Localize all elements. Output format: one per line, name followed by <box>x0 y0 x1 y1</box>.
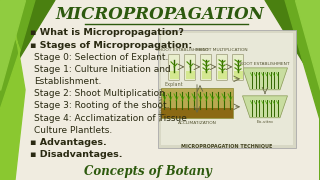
Text: TRANSPLANTING: TRANSPLANTING <box>160 88 164 122</box>
Text: Culture Plantlets.: Culture Plantlets. <box>34 126 112 135</box>
Text: Stage 2: Shoot Multiplication.: Stage 2: Shoot Multiplication. <box>34 89 168 98</box>
FancyBboxPatch shape <box>202 71 211 79</box>
Text: ▪ Disadvantages.: ▪ Disadvantages. <box>30 150 123 159</box>
FancyBboxPatch shape <box>161 108 233 118</box>
FancyBboxPatch shape <box>234 71 243 79</box>
Text: Stage 1: Culture Initiation and: Stage 1: Culture Initiation and <box>34 65 171 74</box>
Text: MICROPROPAGATION TECHNIQUE: MICROPROPAGATION TECHNIQUE <box>181 143 273 148</box>
Polygon shape <box>265 0 320 180</box>
FancyBboxPatch shape <box>169 54 180 80</box>
Text: ROOT ESTABLISHMENT: ROOT ESTABLISHMENT <box>240 62 290 66</box>
Text: MICROPROPAGATION: MICROPROPAGATION <box>56 6 264 23</box>
Polygon shape <box>0 0 35 180</box>
FancyBboxPatch shape <box>218 71 227 79</box>
Text: SHOOT ESTABLISHMENT: SHOOT ESTABLISHMENT <box>156 48 208 52</box>
Text: Stage 0: Selection of Explant.: Stage 0: Selection of Explant. <box>34 53 168 62</box>
FancyBboxPatch shape <box>185 54 196 80</box>
Text: Stage 3: Rooting of the shoot.: Stage 3: Rooting of the shoot. <box>34 102 170 111</box>
FancyBboxPatch shape <box>201 54 212 80</box>
Polygon shape <box>243 96 287 118</box>
Polygon shape <box>0 0 25 180</box>
FancyBboxPatch shape <box>186 71 195 79</box>
FancyBboxPatch shape <box>217 54 228 80</box>
Text: Concepts of Botany: Concepts of Botany <box>84 165 212 178</box>
FancyBboxPatch shape <box>170 71 179 79</box>
Polygon shape <box>243 68 287 90</box>
Text: Stage 4: Acclimatization of Tissue: Stage 4: Acclimatization of Tissue <box>34 114 187 123</box>
FancyBboxPatch shape <box>161 88 233 118</box>
Text: ▪ What is Micropropagation?: ▪ What is Micropropagation? <box>30 28 184 37</box>
Text: ▪ Stages of Micropropagation:: ▪ Stages of Micropropagation: <box>30 41 192 50</box>
Polygon shape <box>295 0 320 90</box>
Polygon shape <box>0 0 55 180</box>
Text: Explant: Explant <box>165 82 183 87</box>
FancyBboxPatch shape <box>233 54 244 80</box>
Text: Establishment.: Establishment. <box>34 77 101 86</box>
Text: ▪ Advantages.: ▪ Advantages. <box>30 138 107 147</box>
Polygon shape <box>0 0 25 90</box>
Text: Ex-vitro: Ex-vitro <box>257 120 273 124</box>
FancyBboxPatch shape <box>158 30 296 148</box>
FancyBboxPatch shape <box>161 33 293 145</box>
Polygon shape <box>285 0 320 180</box>
Text: SHOOT MULTIPLICATION: SHOOT MULTIPLICATION <box>196 48 248 52</box>
Text: ACCLIMATIZATION: ACCLIMATIZATION <box>178 121 216 125</box>
